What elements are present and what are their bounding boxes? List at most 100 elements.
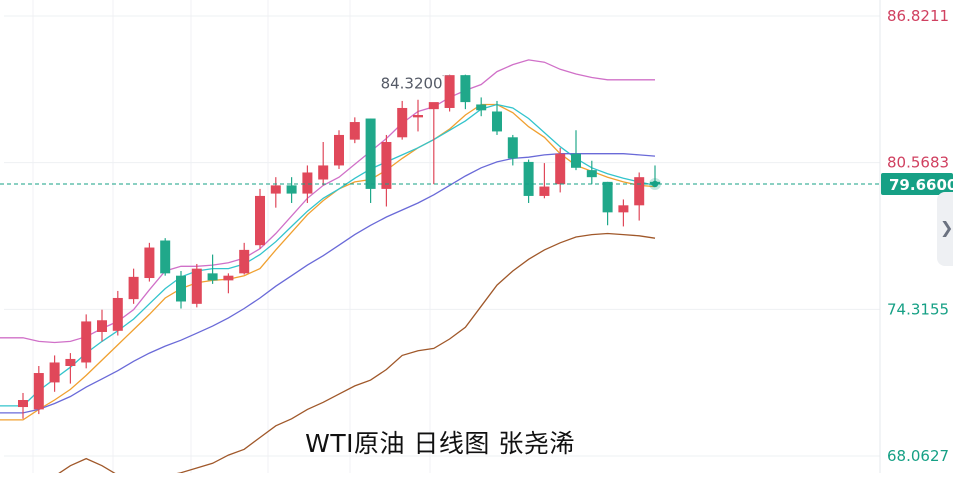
candle (444, 74, 455, 112)
candle-body (112, 297, 123, 331)
candle-body (476, 104, 487, 111)
candle-body (270, 185, 281, 194)
y-tick-label: 74.3155 (887, 300, 949, 318)
current-price-label: 79.6600 (889, 176, 953, 194)
candle-body (492, 111, 502, 132)
candle (586, 160, 597, 185)
candle-body (239, 249, 250, 274)
candle (476, 97, 487, 117)
y-tick-label: 68.0627 (887, 447, 949, 465)
candle (97, 309, 107, 342)
moving-average-lines (0, 59, 656, 477)
candle (428, 102, 439, 185)
candle (571, 130, 581, 171)
candle-body (286, 185, 297, 194)
candle-body (255, 195, 265, 246)
y-tick-label: 80.5683 (887, 154, 949, 172)
chevron-right-icon: ❯ (940, 218, 953, 237)
candle-body (618, 205, 629, 213)
candle (191, 263, 202, 308)
candle-body (65, 358, 76, 366)
candle (334, 130, 344, 169)
current-price-dot (651, 180, 659, 188)
candle (523, 159, 534, 203)
candle-body (128, 276, 139, 300)
candle-body (144, 247, 155, 279)
candle-body (318, 165, 329, 180)
upper-band-line (0, 59, 655, 344)
y-tick-label: 86.8211 (887, 7, 949, 25)
candle-body (176, 275, 186, 302)
candle-body (413, 115, 423, 118)
candle-body (207, 273, 218, 281)
candle (539, 163, 550, 199)
candle-body (586, 170, 597, 178)
candle (507, 134, 518, 166)
candle (492, 100, 502, 135)
candle-body (349, 122, 360, 140)
candle-body (97, 320, 107, 332)
candle-body (381, 141, 392, 189)
candle (255, 188, 265, 249)
candle (239, 242, 250, 275)
candle-body (428, 102, 439, 110)
candle-body (160, 240, 171, 274)
candle-body (397, 107, 408, 138)
candle-body (555, 153, 566, 185)
candle (397, 100, 408, 140)
candle-body (523, 161, 534, 196)
candle (302, 165, 313, 203)
candle-body (33, 373, 44, 410)
candle (18, 392, 28, 419)
candle-body (539, 186, 550, 196)
candle-body (302, 172, 313, 194)
ma-cyan-line (0, 103, 656, 407)
current-price-tag (881, 172, 953, 195)
candle-body (49, 362, 60, 383)
candle (365, 118, 376, 203)
candle (634, 172, 645, 221)
candle (160, 238, 171, 276)
candle-body (444, 75, 455, 108)
candle (144, 242, 155, 282)
candle (602, 181, 613, 226)
candles (18, 74, 660, 419)
candle (112, 290, 123, 336)
candle (223, 273, 234, 294)
candle-body (223, 275, 234, 281)
side-panel-handle[interactable]: ❯ (937, 192, 953, 266)
candle (413, 99, 423, 132)
candle (555, 147, 566, 193)
candle (318, 141, 329, 186)
candle (286, 177, 297, 203)
candle (176, 270, 186, 309)
candle (270, 177, 281, 208)
annotations: 84.3200 (381, 75, 450, 93)
candle-body (460, 75, 471, 103)
candle-body (507, 137, 518, 159)
candle (618, 199, 629, 227)
candle-body (81, 321, 92, 363)
candle (128, 268, 139, 304)
candle (65, 353, 76, 384)
candle (381, 134, 392, 207)
candle-body (334, 134, 344, 166)
candle-body (602, 181, 613, 213)
candle (81, 314, 92, 369)
candle (460, 74, 471, 110)
candle (349, 117, 360, 144)
current-price-line (0, 177, 880, 190)
ma-blue-line (0, 153, 656, 414)
candle-body (191, 268, 202, 304)
candle-body (365, 118, 376, 189)
grid (4, 0, 881, 473)
candle-body (634, 177, 645, 206)
candle-body (18, 400, 28, 408)
period-high-label: 84.3200 (381, 75, 443, 93)
ma-orange-line (0, 103, 656, 421)
price-axis: 86.8211 80.5683 74.3155 68.0627 79.6600 (881, 7, 953, 465)
candle (49, 355, 60, 392)
chart-caption: WTI原油 日线图 张尧浠 (305, 429, 575, 458)
